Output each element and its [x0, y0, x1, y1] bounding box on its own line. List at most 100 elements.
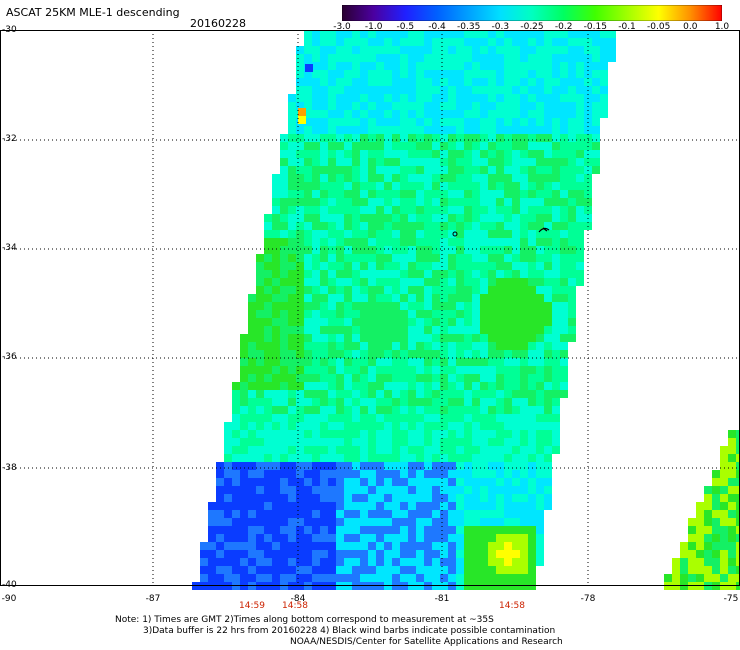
swath-cell — [528, 190, 536, 198]
swath-cell — [552, 302, 560, 310]
swath-cell — [368, 278, 376, 286]
swath-cell — [488, 278, 496, 286]
swath-cell — [392, 286, 400, 294]
swath-cell — [352, 270, 360, 278]
swath-cell — [448, 342, 456, 350]
swath-cell — [520, 214, 528, 222]
swath-cell — [432, 70, 440, 78]
swath-cell — [305, 64, 313, 72]
swath-cell — [408, 518, 416, 526]
swath-cell — [392, 102, 400, 110]
swath-cell — [704, 558, 712, 566]
swath-cell — [424, 46, 432, 54]
swath-cell — [296, 190, 304, 198]
swath-cell — [272, 430, 280, 438]
swath-cell — [528, 78, 536, 86]
swath-cell — [512, 102, 520, 110]
swath-cell — [208, 502, 216, 510]
swath-cell — [384, 214, 392, 222]
swath-cell — [720, 526, 728, 534]
swath-cell — [544, 110, 552, 118]
swath-cell — [408, 326, 416, 334]
swath-cell — [504, 462, 512, 470]
swath-cell — [488, 198, 496, 206]
swath-cell — [424, 190, 432, 198]
swath-cell — [536, 326, 544, 334]
swath-cell — [352, 526, 360, 534]
swath-cell — [736, 438, 740, 446]
swath-cell — [440, 350, 448, 358]
swath-cell — [320, 102, 328, 110]
swath-cell — [560, 358, 568, 366]
swath-cell — [256, 406, 264, 414]
swath-cell — [440, 86, 448, 94]
swath-cell — [296, 470, 304, 478]
swath-cell — [264, 278, 272, 286]
swath-cell — [544, 318, 552, 326]
swath-cell — [352, 94, 360, 102]
swath-cell — [408, 78, 416, 86]
swath-cell — [384, 334, 392, 342]
swath-cell — [224, 422, 232, 430]
swath-cell — [520, 278, 528, 286]
swath-cell — [552, 366, 560, 374]
swath-cell — [544, 94, 552, 102]
swath-cell — [496, 78, 504, 86]
swath-cell — [480, 62, 488, 70]
swath-cell — [736, 446, 740, 454]
swath-cell — [208, 566, 216, 574]
swath-cell — [256, 366, 264, 374]
swath-cell — [240, 550, 248, 558]
colorbar-tick-label: -1.0 — [364, 22, 383, 32]
swath-cell — [424, 70, 432, 78]
swath-cell — [288, 126, 296, 134]
swath-cell — [216, 574, 224, 582]
swath-cell — [512, 406, 520, 414]
swath-cell — [376, 454, 384, 462]
swath-cell — [512, 382, 520, 390]
swath-cell — [480, 78, 488, 86]
swath-cell — [560, 150, 568, 158]
swath-cell — [704, 518, 712, 526]
swath-cell — [536, 30, 544, 38]
swath-cell — [256, 478, 264, 486]
swath-cell — [480, 158, 488, 166]
swath-cell — [384, 534, 392, 542]
swath-cell — [528, 174, 536, 182]
swath-cell — [392, 54, 400, 62]
swath-cell — [464, 414, 472, 422]
swath-cell — [560, 38, 568, 46]
swath-cell — [224, 574, 232, 582]
swath-cell — [720, 510, 728, 518]
swath-cell — [288, 110, 296, 118]
swath-cell — [544, 222, 552, 230]
swath-cell — [360, 174, 368, 182]
swath-cell — [592, 102, 600, 110]
swath-cell — [400, 230, 408, 238]
swath-cell — [304, 318, 312, 326]
swath-cell — [480, 94, 488, 102]
swath-cell — [504, 94, 512, 102]
swath-cell — [488, 366, 496, 374]
swath-cell — [496, 198, 504, 206]
swath-cell — [440, 326, 448, 334]
swath-cell — [480, 518, 488, 526]
swath-cell — [344, 382, 352, 390]
swath-cell — [320, 222, 328, 230]
swath-cell — [384, 310, 392, 318]
swath-cell — [472, 278, 480, 286]
swath-cell — [456, 374, 464, 382]
swath-cell — [256, 470, 264, 478]
swath-cell — [320, 486, 328, 494]
swath-cell — [232, 422, 240, 430]
swath-cell — [560, 126, 568, 134]
swath-cell — [240, 502, 248, 510]
swath-cell — [264, 566, 272, 574]
swath-cell — [360, 462, 368, 470]
swath-cell — [504, 398, 512, 406]
swath-cell — [496, 510, 504, 518]
swath-cell — [424, 566, 432, 574]
swath-cell — [432, 222, 440, 230]
swath-cell — [544, 494, 552, 502]
swath-cell — [336, 78, 344, 86]
